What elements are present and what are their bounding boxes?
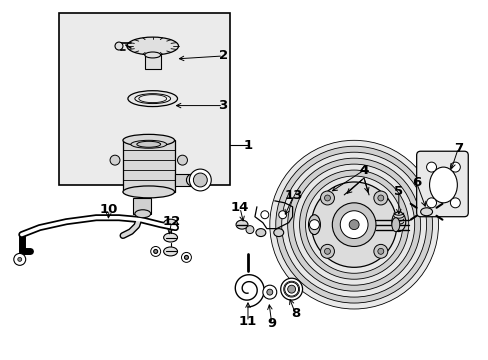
Ellipse shape bbox=[280, 278, 302, 300]
Ellipse shape bbox=[391, 218, 399, 231]
Circle shape bbox=[263, 285, 276, 299]
Bar bbox=[174, 174, 192, 186]
Circle shape bbox=[110, 155, 120, 165]
Ellipse shape bbox=[391, 212, 405, 231]
Circle shape bbox=[348, 220, 358, 230]
Circle shape bbox=[115, 42, 122, 50]
Circle shape bbox=[311, 182, 396, 267]
Circle shape bbox=[184, 255, 188, 260]
Circle shape bbox=[320, 191, 334, 205]
Circle shape bbox=[377, 248, 383, 254]
Ellipse shape bbox=[122, 186, 174, 198]
Bar bbox=[122, 140, 174, 192]
Text: 4: 4 bbox=[359, 163, 368, 176]
Ellipse shape bbox=[135, 94, 170, 104]
Ellipse shape bbox=[163, 247, 177, 256]
Circle shape bbox=[449, 198, 459, 208]
Circle shape bbox=[177, 155, 187, 165]
Text: 12: 12 bbox=[162, 215, 181, 228]
Circle shape bbox=[266, 289, 272, 295]
Circle shape bbox=[269, 140, 438, 309]
Text: 4: 4 bbox=[359, 163, 368, 176]
Circle shape bbox=[284, 282, 298, 296]
Text: 9: 9 bbox=[266, 318, 276, 330]
Circle shape bbox=[309, 220, 319, 230]
Circle shape bbox=[426, 198, 436, 208]
Text: 2: 2 bbox=[218, 49, 227, 63]
Circle shape bbox=[377, 195, 383, 201]
Text: 5: 5 bbox=[393, 185, 403, 198]
Ellipse shape bbox=[122, 134, 174, 146]
Ellipse shape bbox=[144, 52, 161, 58]
Circle shape bbox=[18, 257, 21, 261]
Circle shape bbox=[278, 211, 286, 219]
Ellipse shape bbox=[189, 169, 211, 191]
Text: 14: 14 bbox=[230, 201, 249, 214]
Bar bbox=[133, 198, 150, 214]
Circle shape bbox=[426, 162, 436, 172]
Ellipse shape bbox=[428, 167, 456, 203]
Ellipse shape bbox=[137, 141, 161, 147]
Text: 10: 10 bbox=[100, 203, 118, 216]
Bar bbox=[144, 55, 161, 69]
Circle shape bbox=[193, 173, 207, 187]
Ellipse shape bbox=[273, 229, 283, 237]
Circle shape bbox=[449, 162, 459, 172]
Circle shape bbox=[14, 253, 26, 265]
Circle shape bbox=[293, 164, 414, 285]
Circle shape bbox=[332, 203, 375, 247]
Ellipse shape bbox=[163, 233, 177, 242]
Text: 11: 11 bbox=[238, 315, 257, 328]
Text: 3: 3 bbox=[218, 99, 227, 112]
FancyBboxPatch shape bbox=[416, 151, 468, 217]
Ellipse shape bbox=[255, 229, 265, 237]
Circle shape bbox=[373, 244, 387, 258]
Ellipse shape bbox=[127, 37, 178, 55]
Ellipse shape bbox=[135, 210, 150, 218]
Ellipse shape bbox=[131, 140, 166, 148]
Circle shape bbox=[153, 249, 157, 253]
Text: 1: 1 bbox=[243, 139, 252, 152]
Ellipse shape bbox=[308, 215, 320, 235]
Ellipse shape bbox=[163, 219, 177, 228]
Circle shape bbox=[305, 176, 402, 273]
Text: 6: 6 bbox=[411, 176, 421, 189]
Text: 7: 7 bbox=[453, 142, 462, 155]
Ellipse shape bbox=[236, 220, 247, 229]
Circle shape bbox=[181, 252, 191, 262]
Circle shape bbox=[245, 226, 253, 234]
Circle shape bbox=[287, 158, 420, 291]
Circle shape bbox=[373, 191, 387, 205]
Circle shape bbox=[281, 152, 426, 297]
Circle shape bbox=[150, 247, 161, 256]
Circle shape bbox=[299, 170, 408, 279]
Ellipse shape bbox=[186, 174, 198, 186]
Circle shape bbox=[320, 244, 334, 258]
Circle shape bbox=[340, 211, 367, 239]
Text: 13: 13 bbox=[284, 189, 302, 202]
Ellipse shape bbox=[128, 91, 177, 107]
Text: 8: 8 bbox=[290, 307, 300, 320]
Circle shape bbox=[324, 195, 330, 201]
Circle shape bbox=[324, 248, 330, 254]
Circle shape bbox=[275, 146, 432, 303]
Ellipse shape bbox=[420, 208, 432, 216]
Circle shape bbox=[287, 285, 295, 293]
Circle shape bbox=[260, 211, 268, 219]
Bar bbox=[60, 13, 230, 185]
